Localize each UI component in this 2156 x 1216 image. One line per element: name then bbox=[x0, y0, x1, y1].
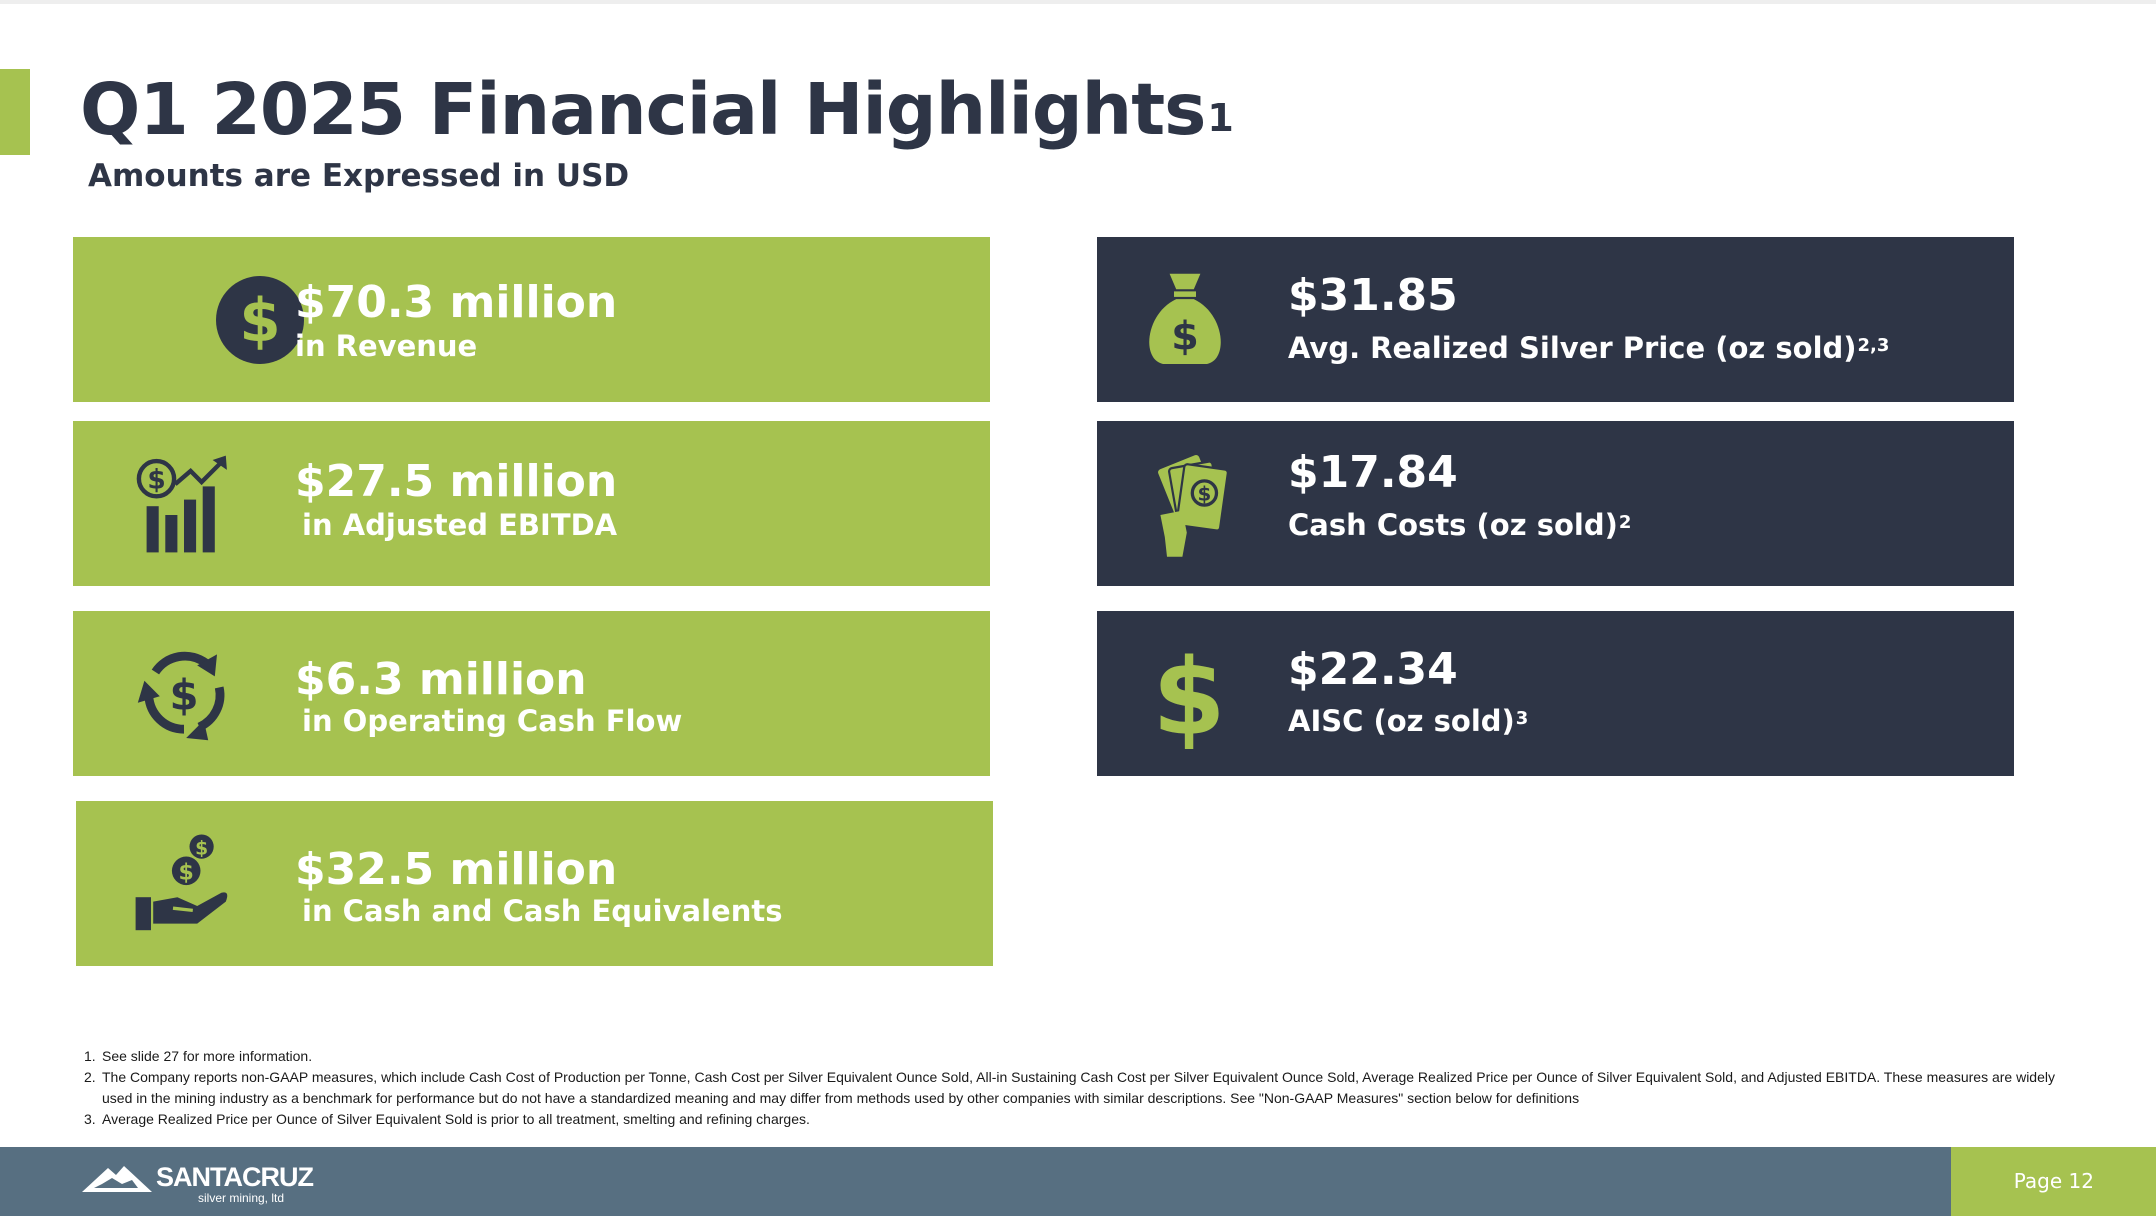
svg-text:$: $ bbox=[1171, 314, 1199, 360]
svg-text:$: $ bbox=[179, 861, 194, 886]
page-number: Page 12 bbox=[2013, 1169, 2094, 1193]
svg-text:$: $ bbox=[195, 838, 208, 859]
svg-text:$: $ bbox=[147, 465, 165, 496]
revenue-card: $ $70.3 million in Revenue bbox=[73, 237, 990, 402]
silver-price-card: $ $31.85 Avg. Realized Silver Price (oz … bbox=[1097, 237, 2014, 402]
top-border bbox=[0, 0, 2156, 4]
title-accent-bar bbox=[0, 69, 30, 155]
aisc-card: $ $22.34 AISC (oz sold)3 bbox=[1097, 611, 2014, 776]
growth-chart-icon: $ bbox=[129, 449, 239, 559]
footnote-2: 2. The Company reports non-GAAP measures,… bbox=[84, 1067, 2064, 1109]
page-number-box: Page 12 bbox=[1951, 1147, 2156, 1216]
svg-text:$: $ bbox=[1198, 483, 1212, 506]
footnote-3-number: 3. bbox=[84, 1111, 96, 1127]
cash-costs-value: $17.84 bbox=[1288, 447, 1458, 498]
aisc-label: AISC (oz sold)3 bbox=[1288, 702, 1528, 740]
ebitda-value: $27.5 million bbox=[295, 456, 618, 507]
footnote-2-text: The Company reports non-GAAP measures, w… bbox=[102, 1069, 2055, 1106]
footnote-3: 3. Average Realized Price per Ounce of Si… bbox=[84, 1109, 2064, 1130]
revenue-label: in Revenue bbox=[295, 329, 478, 363]
aisc-value: $22.34 bbox=[1288, 644, 1458, 695]
mountain-logo-icon bbox=[82, 1162, 152, 1194]
dollar-sign-icon: $ bbox=[1134, 639, 1244, 749]
money-bag-icon: $ bbox=[1130, 265, 1240, 375]
cash-costs-footnote-ref: 2 bbox=[1618, 512, 1632, 533]
footnote-1-number: 1. bbox=[84, 1048, 96, 1064]
company-logo: SANTACRUZ silver mining, ltd bbox=[82, 1160, 322, 1206]
title-footnote-ref: 1 bbox=[1207, 96, 1233, 140]
cash-cycle-icon: $ bbox=[129, 639, 239, 749]
cash-equivalents-value: $32.5 million bbox=[295, 844, 618, 895]
coins-hand-icon: $ $ bbox=[129, 829, 239, 939]
svg-text:$: $ bbox=[1152, 639, 1225, 749]
footnote-1-text: See slide 27 for more information. bbox=[102, 1048, 313, 1064]
ebitda-label: in Adjusted EBITDA bbox=[302, 508, 618, 542]
svg-text:$: $ bbox=[169, 670, 198, 719]
svg-text:$: $ bbox=[239, 287, 280, 356]
silver-price-label-text: Avg. Realized Silver Price (oz sold) bbox=[1288, 331, 1857, 365]
footer-bar: Page 12 bbox=[0, 1147, 2156, 1216]
cash-equivalents-label: in Cash and Cash Equivalents bbox=[302, 894, 783, 928]
cash-costs-card: $ $17.84 Cash Costs (oz sold)2 bbox=[1097, 421, 2014, 586]
footnotes: 1. See slide 27 for more information. 2. T… bbox=[84, 1046, 2064, 1130]
footnote-2-number: 2. bbox=[84, 1069, 96, 1085]
aisc-label-text: AISC (oz sold) bbox=[1288, 704, 1515, 738]
cash-hand-icon: $ bbox=[1134, 449, 1244, 559]
operating-cash-flow-value: $6.3 million bbox=[295, 654, 587, 705]
aisc-footnote-ref: 3 bbox=[1515, 708, 1529, 729]
ebitda-card: $ $27.5 million in Adjusted EBITDA bbox=[73, 421, 990, 586]
page-subtitle: Amounts are Expressed in USD bbox=[88, 158, 630, 194]
page-title: Q1 2025 Financial Highlights1 bbox=[80, 62, 1234, 158]
logo-wordmark: SANTACRUZ bbox=[156, 1162, 314, 1192]
silver-price-label: Avg. Realized Silver Price (oz sold)2,3 bbox=[1288, 329, 1889, 367]
cash-costs-label: Cash Costs (oz sold)2 bbox=[1288, 506, 1631, 544]
footnote-1: 1. See slide 27 for more information. bbox=[84, 1046, 2064, 1067]
logo-tagline: silver mining, ltd bbox=[198, 1191, 285, 1205]
revenue-value: $70.3 million bbox=[295, 277, 618, 328]
title-text: Q1 2025 Financial Highlights bbox=[80, 68, 1206, 151]
footnote-3-text: Average Realized Price per Ounce of Silv… bbox=[102, 1111, 810, 1127]
silver-price-value: $31.85 bbox=[1288, 270, 1458, 321]
dollar-coin-icon: $ bbox=[205, 265, 315, 375]
cash-equivalents-card: $ $ $32.5 million in Cash and Cash Equiv… bbox=[76, 801, 993, 966]
operating-cash-flow-label: in Operating Cash Flow bbox=[302, 704, 683, 738]
operating-cash-flow-card: $ $6.3 million in Operating Cash Flow bbox=[73, 611, 990, 776]
cash-costs-label-text: Cash Costs (oz sold) bbox=[1288, 508, 1618, 542]
silver-price-footnote-ref: 2,3 bbox=[1857, 335, 1890, 356]
